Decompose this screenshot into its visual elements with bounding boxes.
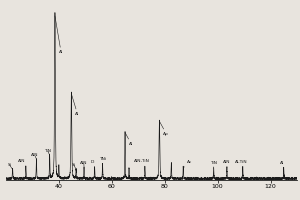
- Text: TNi: TNi: [99, 157, 106, 164]
- Text: Al: Al: [71, 94, 80, 116]
- Text: Si: Si: [7, 163, 13, 169]
- Text: AlN,TiN: AlN,TiN: [134, 159, 150, 167]
- Text: AlN: AlN: [31, 153, 39, 159]
- Text: AlN: AlN: [223, 160, 230, 167]
- Text: TiN: TiN: [44, 149, 51, 155]
- Text: AlN: AlN: [18, 159, 26, 167]
- Text: Al: Al: [280, 161, 284, 168]
- Text: Si: Si: [72, 163, 76, 169]
- Text: Di: Di: [91, 160, 95, 167]
- Text: Al,TiN: Al,TiN: [235, 160, 247, 168]
- Text: Al: Al: [125, 132, 133, 146]
- Text: Ap: Ap: [159, 121, 169, 136]
- Text: Ac: Ac: [183, 160, 193, 168]
- Text: Al: Al: [55, 16, 63, 54]
- Text: AlN: AlN: [80, 161, 88, 167]
- Text: TiN: TiN: [210, 161, 217, 168]
